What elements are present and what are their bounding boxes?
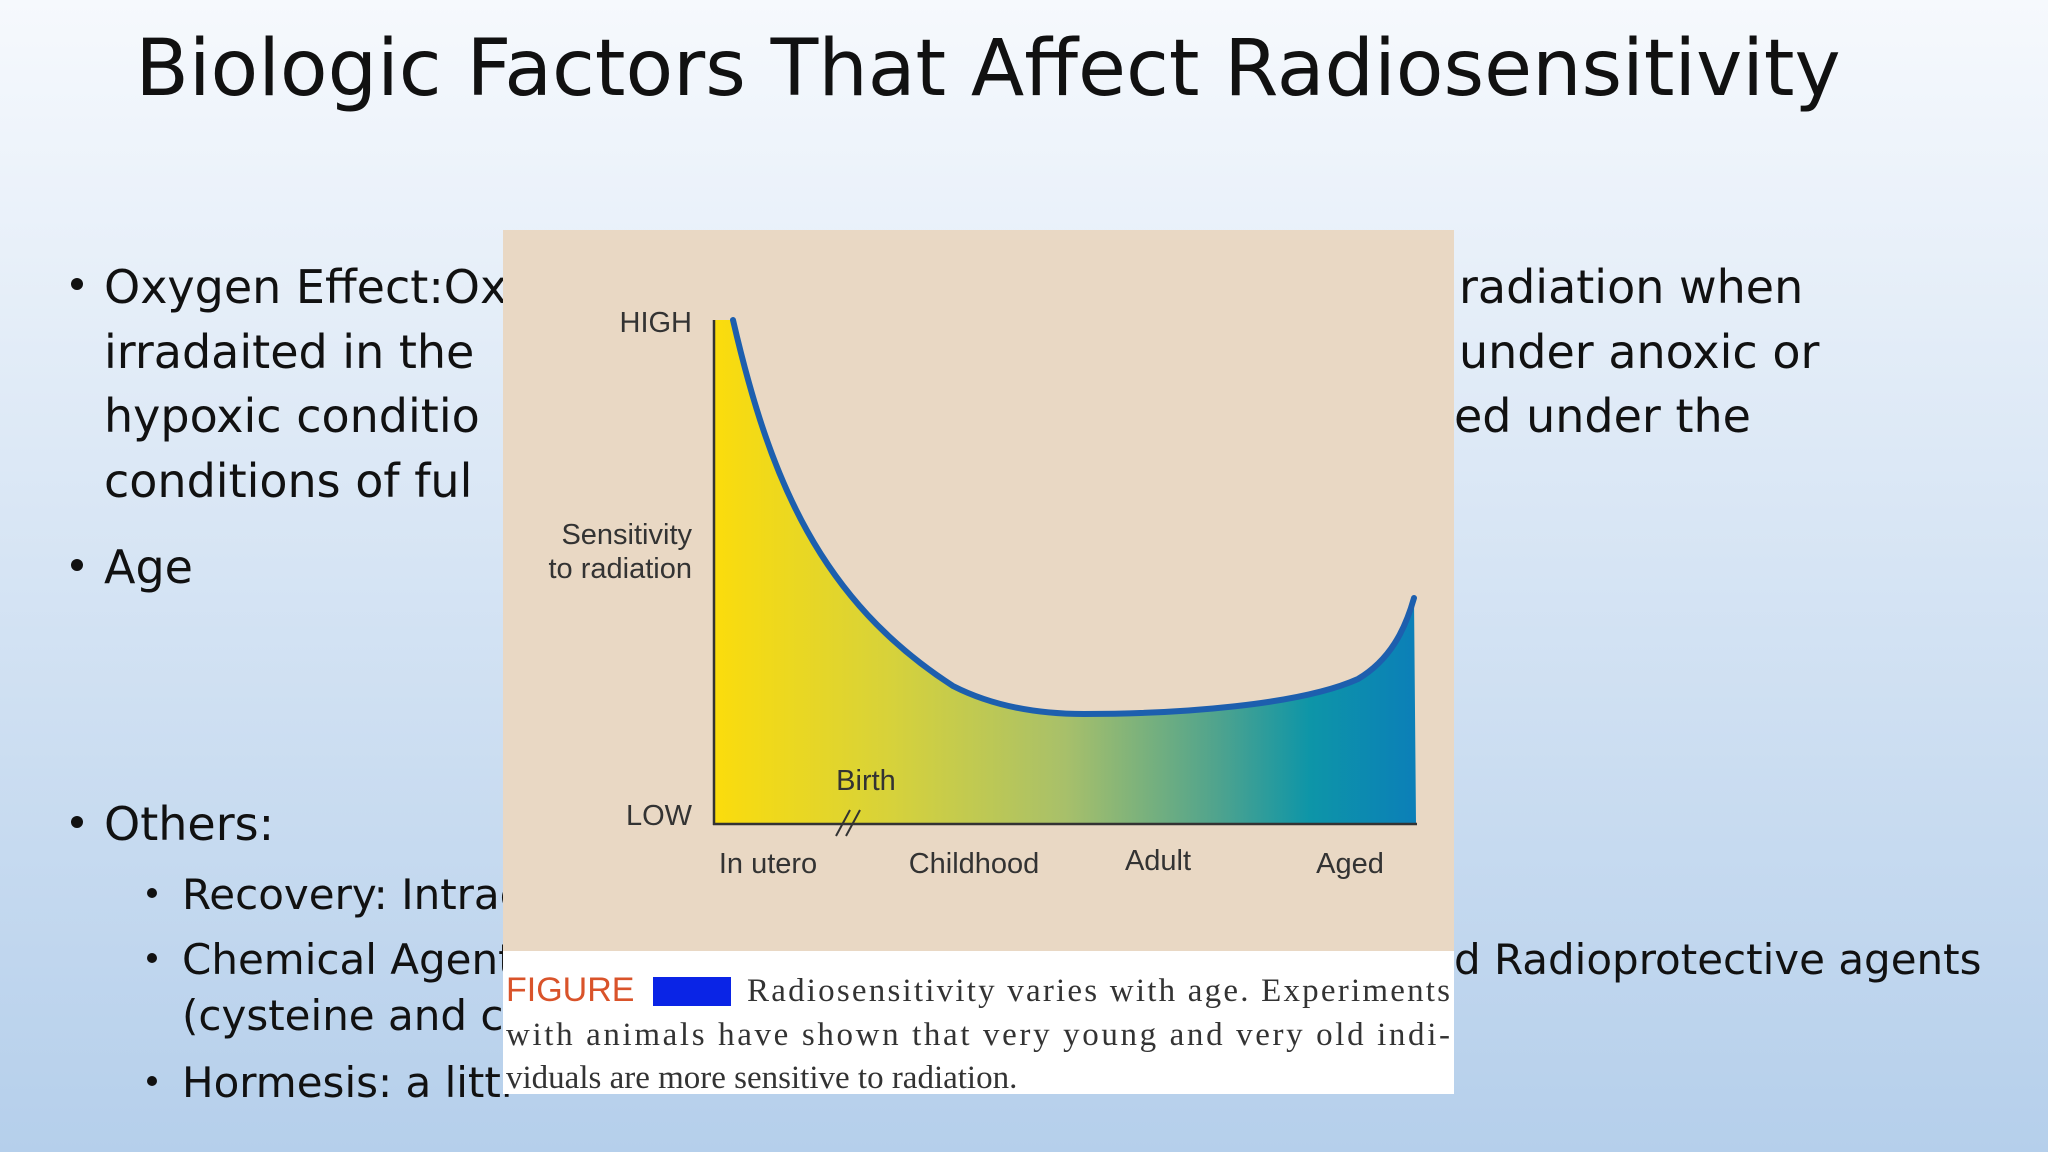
caption-line: with animals have shown that very young …: [506, 1017, 1450, 1053]
text-line: ed under the: [1454, 389, 1751, 443]
text-line: radiation when: [1459, 260, 1803, 314]
body-text: Oxygen Effect:Ox radiation when irradait…: [71, 260, 1819, 851]
figure: HIGH Sensitivity to radiation LOW Birth …: [503, 230, 1454, 1096]
caption-line: Radiosensitivity varies with age. Experi…: [747, 973, 1450, 1009]
x-label: In utero: [719, 848, 817, 880]
text-line: (cysteine and cy: [182, 991, 528, 1040]
text-line: Recovery: Intrac: [182, 870, 523, 919]
axis-break: [835, 809, 861, 837]
text-line: conditions of ful: [104, 454, 472, 508]
bullet: [71, 816, 83, 828]
text-line: d Radioprotective agents: [1454, 935, 1982, 984]
text-line: Chemical Agent: [182, 935, 515, 984]
text-line: Age: [104, 540, 193, 594]
bullet: [71, 278, 83, 290]
caption-label: FIGURE: [506, 971, 634, 1009]
bullet: [147, 1076, 157, 1086]
sub-bullets: Recovery: Intrac Chemical Agent d Radiop…: [147, 870, 1982, 1107]
x-label: Childhood: [909, 848, 1040, 880]
birth-label: Birth: [836, 765, 896, 797]
curve-area: [714, 320, 1416, 824]
bullet: [71, 559, 83, 571]
text-line: hypoxic conditio: [104, 389, 480, 443]
high-label: HIGH: [620, 307, 693, 339]
slide-title: Biologic Factors That Affect Radiosensit…: [135, 24, 1840, 114]
text-line: Oxygen Effect:Ox: [104, 260, 507, 314]
y-label: Sensitivity: [561, 519, 692, 551]
curve: [730, 317, 1417, 718]
y-label: to radiation: [549, 553, 693, 585]
text-line: irradaited in the: [104, 325, 474, 379]
x-label: Aged: [1316, 848, 1384, 880]
bullet: [147, 888, 157, 898]
chart-panel: [503, 230, 1454, 951]
bullet: [147, 953, 157, 963]
caption-line: viduals are more sensitive to radiation.: [506, 1060, 1017, 1096]
x-label: Adult: [1125, 845, 1191, 877]
text-line: Others:: [104, 797, 274, 851]
text-line: Hormesis: a littl: [182, 1058, 513, 1107]
redaction-box: [653, 977, 731, 1006]
text-line: under anoxic or: [1459, 325, 1819, 379]
low-label: LOW: [626, 800, 693, 832]
